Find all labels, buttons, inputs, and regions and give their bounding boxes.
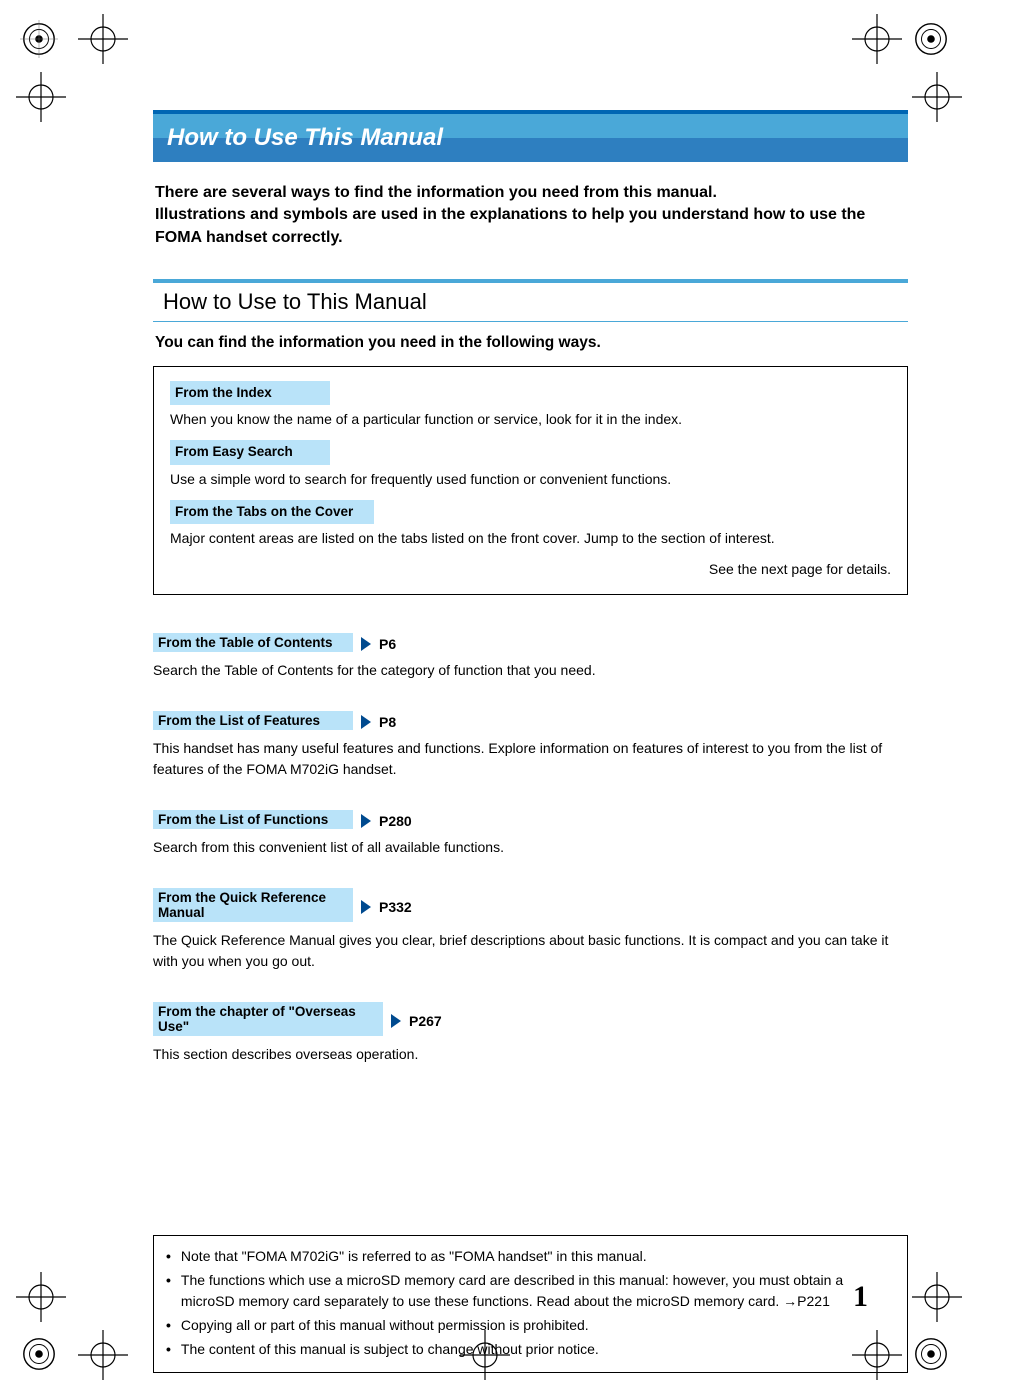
- tag-tabs-cover-text: Major content areas are listed on the ta…: [170, 528, 891, 549]
- page-ref-features: P8: [379, 714, 396, 730]
- section-overseas: From the chapter of "Overseas Use" P267 …: [153, 1002, 908, 1065]
- tag-quickref: From the Quick Reference Manual: [153, 888, 353, 922]
- registration-circle: [912, 1335, 950, 1373]
- arrow-icon: [361, 900, 371, 914]
- section-quickref: From the Quick Reference Manual P332 The…: [153, 888, 908, 972]
- crop-mark: [912, 1272, 962, 1322]
- main-title: How to Use This Manual: [153, 110, 908, 162]
- tag-toc: From the Table of Contents: [153, 633, 353, 652]
- crop-mark: [912, 72, 962, 122]
- methods-box: From the Index When you know the name of…: [153, 366, 908, 595]
- tag-easy-search-text: Use a simple word to search for frequent…: [170, 469, 891, 490]
- page-ref-quickref: P332: [379, 899, 412, 915]
- tag-tabs-cover: From the Tabs on the Cover: [170, 500, 374, 524]
- see-next-text: See the next page for details.: [170, 559, 891, 580]
- crop-mark: [16, 1272, 66, 1322]
- arrow-icon: [361, 637, 371, 651]
- registration-circle: [20, 1335, 58, 1373]
- arrow-icon: [361, 715, 371, 729]
- tag-index: From the Index: [170, 381, 330, 405]
- crop-mark: [78, 1330, 128, 1380]
- sub-title: How to Use to This Manual: [163, 289, 898, 315]
- section-features-text: This handset has many useful features an…: [153, 738, 908, 780]
- page-ref-functions: P280: [379, 813, 412, 829]
- arrow-icon: [391, 1014, 401, 1028]
- sub-intro: You can find the information you need in…: [155, 334, 906, 352]
- section-functions: From the List of Functions P280 Search f…: [153, 810, 908, 858]
- note-4: The content of this manual is subject to…: [181, 1339, 599, 1361]
- section-functions-text: Search from this convenient list of all …: [153, 837, 908, 858]
- note-3: Copying all or part of this manual witho…: [181, 1315, 589, 1337]
- section-features: From the List of Features P8 This handse…: [153, 711, 908, 780]
- page-ref-toc: P6: [379, 636, 396, 652]
- section-quickref-text: The Quick Reference Manual gives you cle…: [153, 930, 908, 972]
- tag-features: From the List of Features: [153, 711, 353, 730]
- page-ref-overseas: P267: [409, 1013, 442, 1029]
- page-body: How to Use This Manual There are several…: [153, 110, 908, 1373]
- registration-circle: [20, 20, 58, 58]
- crop-mark: [16, 72, 66, 122]
- note-2: The functions which use a microSD memory…: [181, 1270, 895, 1313]
- bullet-icon: •: [166, 1315, 171, 1337]
- bullet-icon: •: [166, 1246, 171, 1268]
- sub-title-bar: How to Use to This Manual: [153, 279, 908, 322]
- notes-box: • Note that "FOMA M702iG" is referred to …: [153, 1235, 908, 1373]
- tag-index-text: When you know the name of a particular f…: [170, 409, 891, 430]
- arrow-icon: [361, 814, 371, 828]
- note-1: Note that "FOMA M702iG" is referred to a…: [181, 1246, 647, 1268]
- tag-functions: From the List of Functions: [153, 810, 353, 829]
- crop-mark: [852, 14, 902, 64]
- bullet-icon: •: [166, 1339, 171, 1361]
- tag-easy-search: From Easy Search: [170, 440, 330, 464]
- section-overseas-text: This section describes overseas operatio…: [153, 1044, 908, 1065]
- crop-mark: [78, 14, 128, 64]
- tag-overseas: From the chapter of "Overseas Use": [153, 1002, 383, 1036]
- intro-text: There are several ways to find the infor…: [155, 182, 906, 249]
- registration-circle: [912, 20, 950, 58]
- page-number: 1: [853, 1280, 868, 1314]
- bullet-icon: •: [166, 1270, 171, 1313]
- section-toc: From the Table of Contents P6 Search the…: [153, 633, 908, 681]
- section-toc-text: Search the Table of Contents for the cat…: [153, 660, 908, 681]
